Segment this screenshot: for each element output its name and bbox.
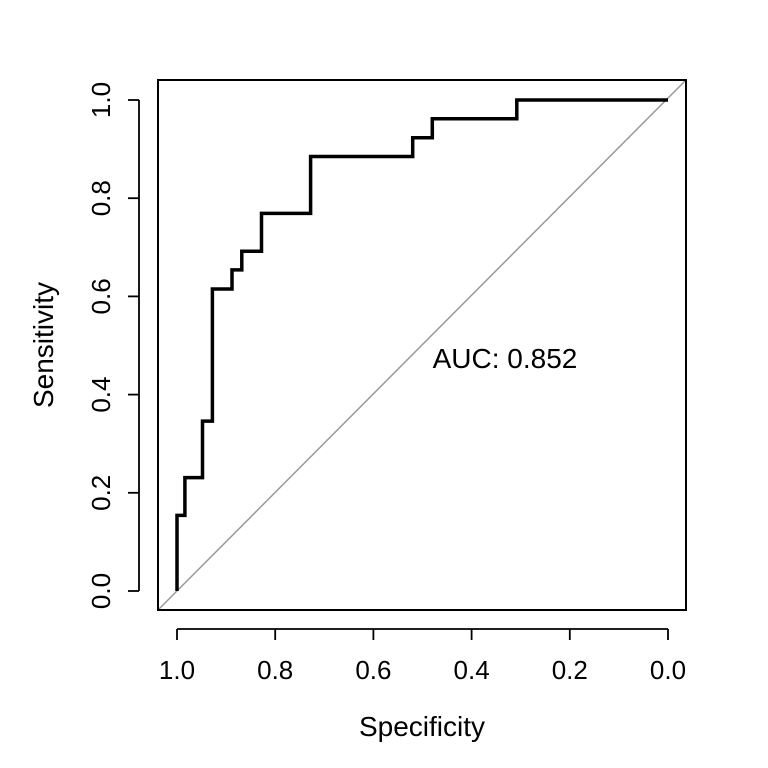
reference-layer [157,79,687,611]
plot-frame [157,79,687,611]
x-tick-label: 0.6 [355,655,391,685]
y-tick-label: 0.4 [86,377,116,413]
y-tick-label: 0.8 [86,180,116,216]
y-tick-label: 0.6 [86,278,116,314]
x-tick-label: 0.0 [650,655,686,685]
x-tick-label: 0.2 [552,655,588,685]
roc-curve-line [175,98,668,591]
y-tick-label: 0.0 [86,573,116,609]
y-tick-label: 0.2 [86,475,116,511]
x-tick-label: 1.0 [159,655,195,685]
y-axis: 0.0 0.2 0.4 0.6 0.8 1.0 [86,82,140,609]
series-layer [175,98,668,591]
x-tick-label: 0.4 [454,655,490,685]
reference-diagonal-line [157,79,687,611]
x-axis: 1.0 0.8 0.6 0.4 0.2 0.0 [159,628,686,685]
y-axis-title: Sensitivity [28,282,59,408]
x-tick-label: 0.8 [257,655,293,685]
y-tick-label: 1.0 [86,82,116,118]
x-axis-title: Specificity [359,711,485,742]
auc-annotation: AUC: 0.852 [433,343,578,374]
